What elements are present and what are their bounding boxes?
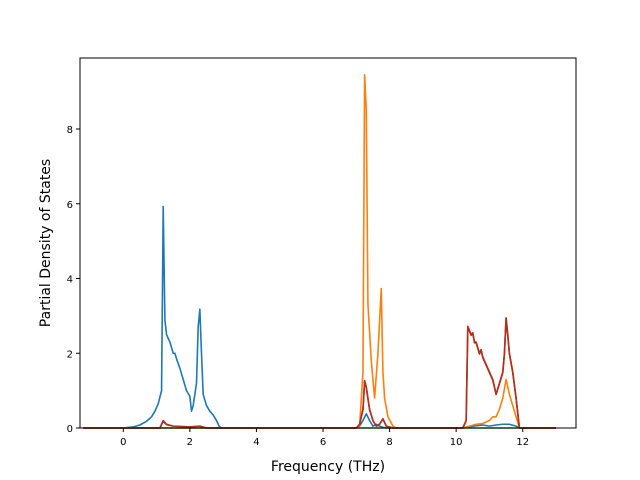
x-tick-label: 10 (450, 437, 463, 448)
x-tick-label: 2 (187, 437, 193, 448)
x-axis-label: Frequency (THz) (271, 459, 385, 475)
x-tick-label: 8 (386, 437, 392, 448)
x-tick-label: 12 (516, 437, 529, 448)
y-tick-label: 6 (67, 200, 73, 211)
y-tick-label: 8 (67, 125, 73, 136)
plot-frame (79, 57, 577, 429)
y-tick-label: 2 (67, 349, 73, 360)
x-ticks: 0 2 4 6 8 10 12 (120, 428, 529, 448)
y-axis-label: Partial Density of States (38, 159, 54, 327)
y-tick-label: 0 (67, 424, 73, 435)
x-tick-label: 0 (120, 437, 126, 448)
y-tick-label: 4 (67, 275, 73, 286)
y-ticks: 0 2 4 6 8 (67, 125, 80, 435)
x-tick-label: 4 (253, 437, 259, 448)
x-tick-label: 6 (320, 437, 326, 448)
